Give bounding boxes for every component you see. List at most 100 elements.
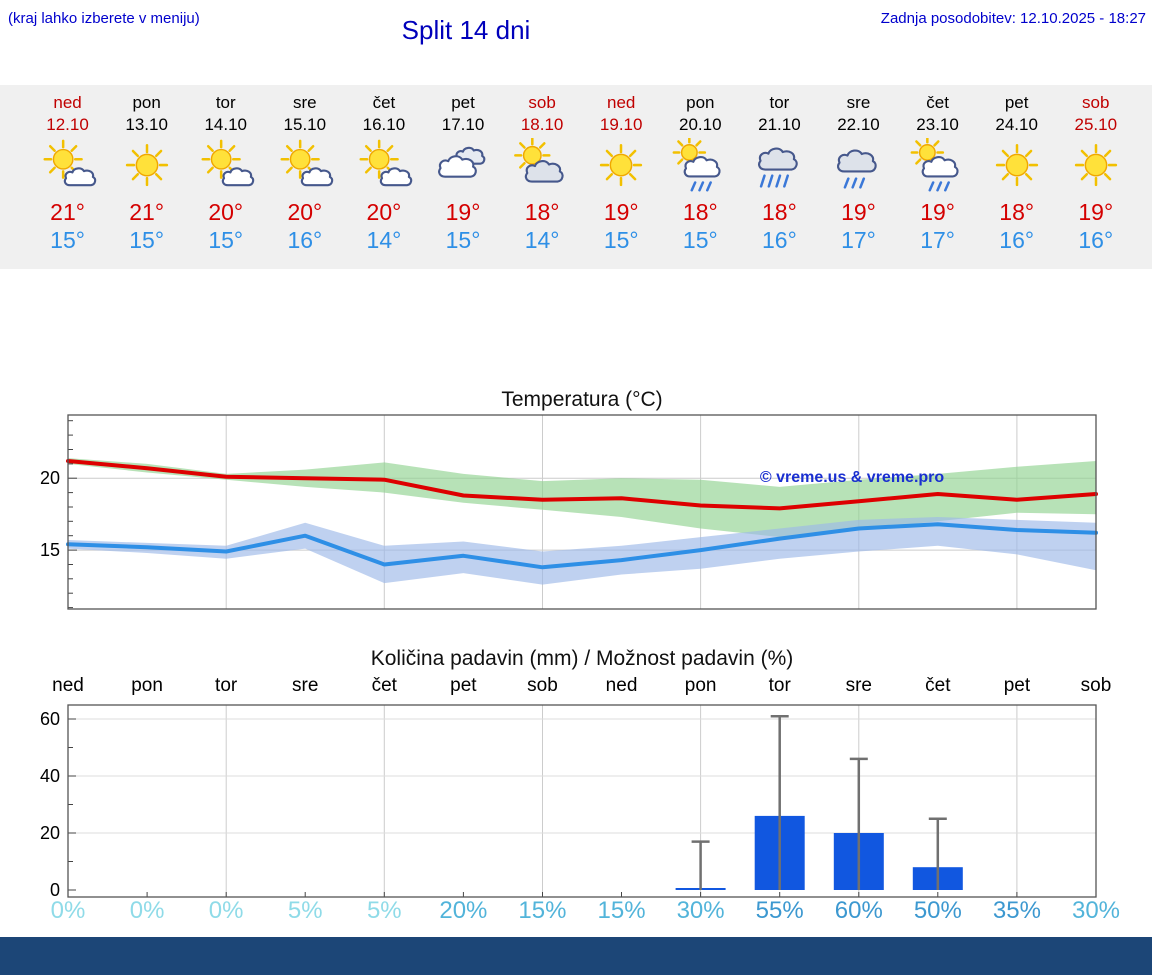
- day-name: sob: [1082, 93, 1110, 112]
- forecast-day: pon 20.10 18° 15°: [661, 85, 740, 269]
- day-name: čet: [372, 93, 396, 112]
- day-tmax: 20°: [287, 199, 323, 225]
- day-name: sob: [528, 93, 556, 112]
- precip-day-label: sre: [845, 675, 872, 696]
- precip-day-label: pet: [1003, 675, 1031, 696]
- partly-sunny-icon: [265, 138, 344, 196]
- forecast-day: pet 17.10 19° 15°: [423, 85, 502, 269]
- day-date: 17.10: [441, 115, 485, 134]
- precip-day-labels: ned pon tor sre čet pet sob ned pon tor sre čet pet s…: [0, 675, 1152, 699]
- day-date: 16.10: [362, 115, 406, 134]
- rain-heavy-icon: [740, 138, 819, 196]
- day-tmax: 19°: [603, 199, 639, 225]
- precip-chart: 0 20 40 60: [28, 702, 1110, 907]
- day-date: 23.10: [916, 115, 959, 134]
- precip-day-label: pet: [450, 675, 477, 696]
- svg-text:0: 0: [50, 880, 60, 900]
- precip-probability-label: 20%: [439, 897, 488, 924]
- forecast-day: sre 15.10 20° 16°: [265, 85, 344, 269]
- forecast-day: pon 13.10 21° 15°: [107, 85, 186, 269]
- page-title: Split 14 dni: [401, 15, 531, 45]
- day-tmin: 15°: [208, 227, 244, 253]
- svg-text:20: 20: [40, 468, 60, 488]
- precip-probability-label: 5%: [287, 897, 323, 924]
- sunny-icon: [582, 138, 661, 196]
- forecast-day: pet 24.10 18° 16°: [977, 85, 1056, 269]
- day-name: ned: [607, 93, 636, 112]
- day-tmin: 16°: [999, 227, 1035, 253]
- day-tmin: 15°: [682, 227, 718, 253]
- day-tmin: 15°: [129, 227, 165, 253]
- forecast-day: sob 25.10 19° 16°: [1056, 85, 1135, 269]
- precip-probability-label: 30%: [676, 897, 725, 924]
- precip-day-label: tor: [215, 675, 238, 696]
- last-update: Zadnja posodobitev: 12.10.2025 - 18:27: [880, 10, 1146, 27]
- day-tmax: 18°: [682, 199, 718, 225]
- day-tmax: 18°: [999, 199, 1035, 225]
- precip-probability-label: 0%: [129, 897, 165, 924]
- day-date: 12.10: [46, 115, 89, 134]
- precip-probability-label: 50%: [913, 897, 962, 924]
- day-date: 19.10: [599, 115, 643, 134]
- precip-day-label: čet: [371, 675, 397, 696]
- page-header: (kraj lahko izberete v meniju) Split 14 …: [0, 0, 1152, 85]
- rain-icon: [819, 138, 898, 196]
- day-tmin: 14°: [366, 227, 402, 253]
- day-tmin: 16°: [762, 227, 797, 253]
- day-tmin: 17°: [841, 227, 876, 253]
- day-tmax: 19°: [445, 199, 481, 225]
- forecast-day: ned 12.10 21° 15°: [28, 85, 107, 269]
- forecast-strip: ned 12.10 21° 15° pon 13.10 21° 15° tor 14.10 20° 1…: [0, 85, 1152, 269]
- precip-day-label: sob: [1080, 675, 1112, 696]
- day-tmin: 15°: [50, 227, 85, 253]
- day-tmin: 16°: [1078, 227, 1114, 253]
- precip-probability-row: 0% 0% 0% 5% 5% 20% 15% 15% 30% 55% 60% 50% 35% 30%: [0, 897, 1152, 931]
- precip-probability-label: 60%: [834, 897, 883, 924]
- day-tmax: 21°: [129, 199, 165, 225]
- forecast-day: čet 16.10 20° 14°: [344, 85, 423, 269]
- partly-sunny-icon: [28, 138, 107, 196]
- day-name: tor: [769, 93, 790, 112]
- precip-day-label: pon: [131, 675, 163, 696]
- svg-text:60: 60: [40, 709, 60, 729]
- precip-day-label: sob: [527, 675, 558, 696]
- precip-day-label: ned: [605, 675, 638, 696]
- menu-hint[interactable]: (kraj lahko izberete v meniju): [8, 10, 200, 27]
- day-name: ned: [53, 93, 82, 112]
- precip-chart-title: Količina padavin (mm) / Možnost padavin …: [370, 647, 794, 670]
- sunny-icon: [1056, 138, 1135, 196]
- day-date: 15.10: [283, 115, 327, 134]
- day-date: 20.10: [679, 115, 722, 134]
- precip-day-label: čet: [925, 675, 951, 696]
- forecast-day: tor 14.10 20° 15°: [186, 85, 265, 269]
- day-name: pon: [132, 93, 161, 112]
- day-tmax: 18°: [524, 199, 560, 225]
- day-tmax: 18°: [762, 199, 797, 225]
- day-tmin: 15°: [445, 227, 481, 253]
- day-tmin: 17°: [920, 227, 955, 253]
- day-tmax: 19°: [1078, 199, 1114, 225]
- day-tmin: 15°: [603, 227, 639, 253]
- forecast-day: čet 23.10 19° 17°: [898, 85, 977, 269]
- day-tmin: 16°: [287, 227, 323, 253]
- day-name: sre: [293, 93, 317, 112]
- precip-probability-label: 15%: [597, 897, 646, 924]
- day-date: 22.10: [837, 115, 880, 134]
- day-date: 14.10: [204, 115, 247, 134]
- precip-day-label: pon: [684, 675, 717, 696]
- svg-text:15: 15: [40, 540, 60, 560]
- precip-probability-label: 55%: [755, 897, 804, 924]
- precip-probability-label: 0%: [208, 897, 244, 924]
- cloudy-icon: [423, 138, 502, 196]
- day-name: pon: [686, 93, 715, 112]
- svg-text:© vreme.us & vreme.pro: © vreme.us & vreme.pro: [760, 469, 945, 486]
- mostly-cloudy-icon: [503, 137, 582, 196]
- precip-day-label: tor: [768, 675, 791, 696]
- temperature-chart-title: Temperatura (°C): [501, 388, 663, 411]
- forecast-day: ned 19.10 19° 15°: [582, 85, 661, 269]
- precip-day-label: ned: [52, 675, 84, 696]
- precip-day-label: sre: [292, 675, 319, 696]
- day-name: sre: [846, 93, 871, 112]
- partly-sunny-icon: [344, 138, 423, 196]
- day-tmax: 20°: [208, 199, 244, 225]
